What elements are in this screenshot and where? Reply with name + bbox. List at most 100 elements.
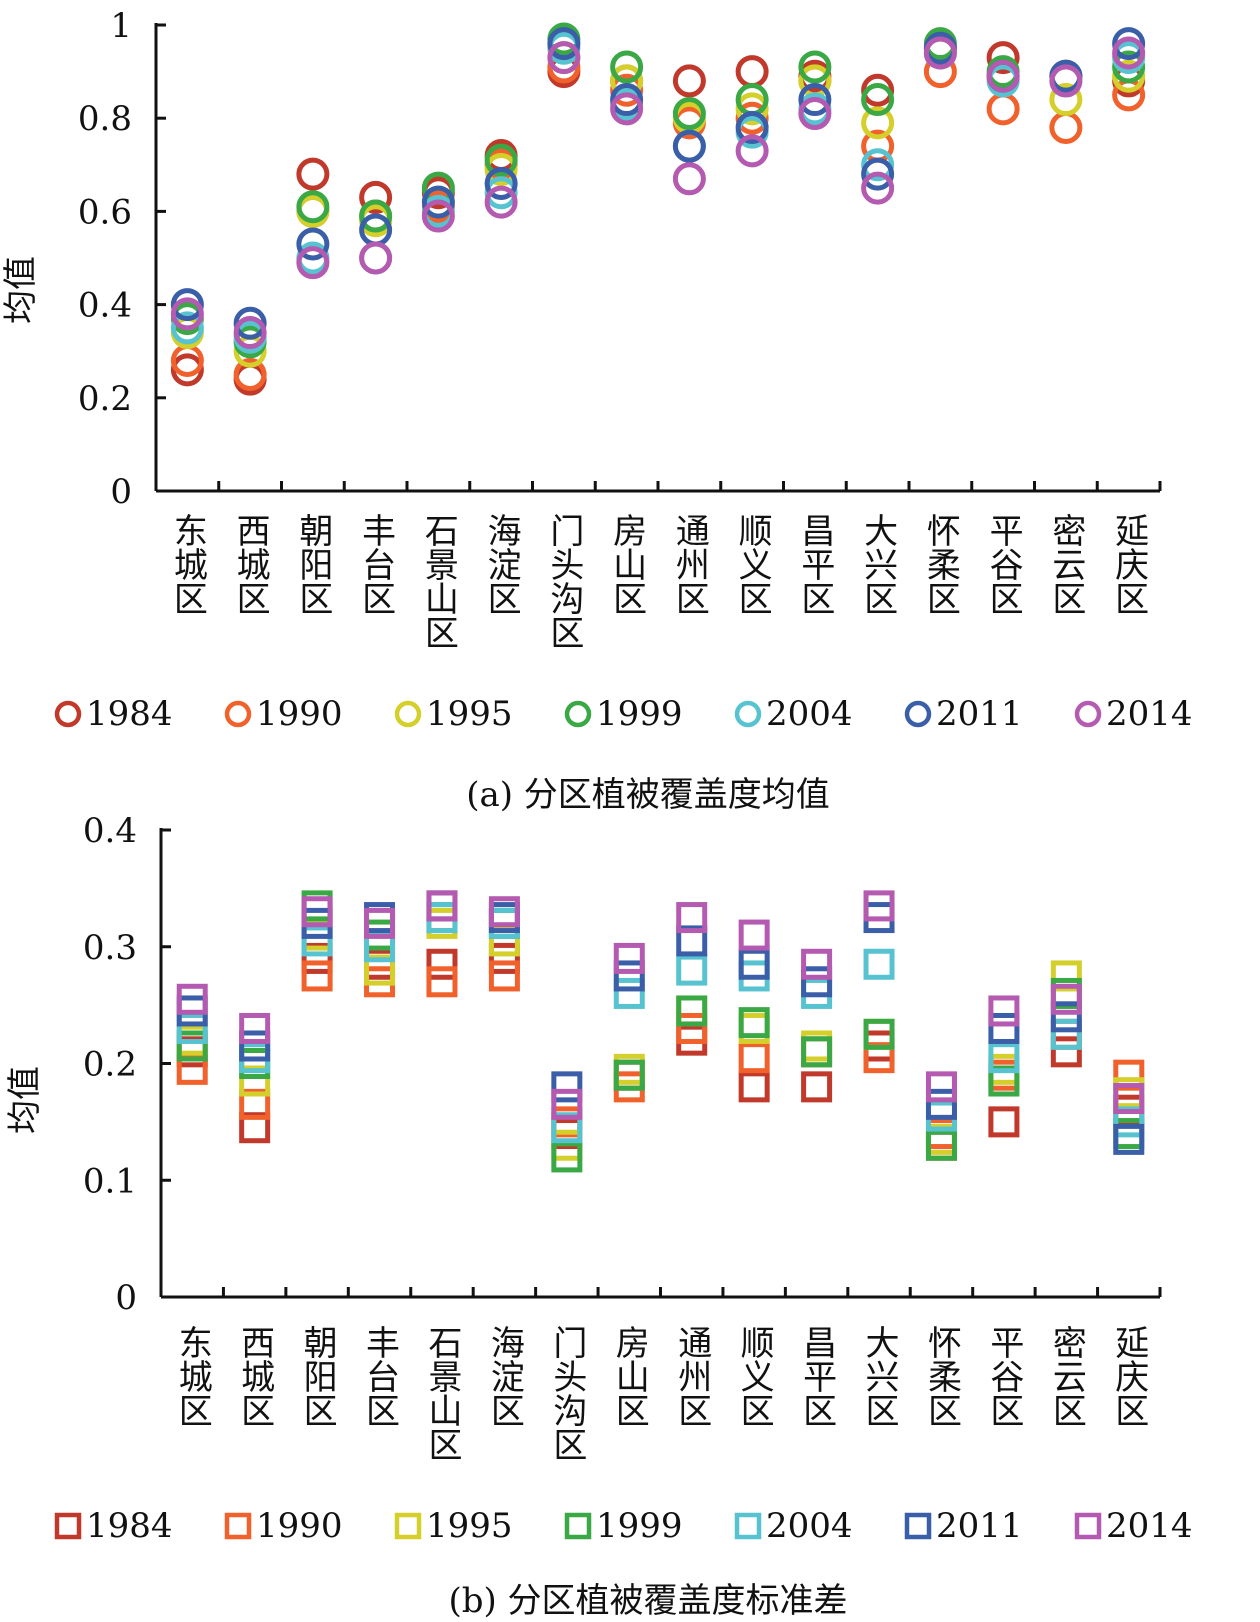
data-point-2014 (676, 902, 708, 934)
x-category-label: 昌平区 (797, 1325, 837, 1427)
x-category-label: 延庆区 (1109, 1325, 1149, 1427)
data-point-1999 (798, 50, 832, 84)
x-category-label: 丰台区 (356, 513, 396, 615)
x-category-label: 石景山区 (418, 513, 458, 649)
data-point-1990 (233, 358, 267, 391)
x-category-label: 房山区 (609, 1325, 649, 1427)
data-point-1990 (239, 1088, 271, 1120)
caption-b: (b) 分区植被覆盖度标准差 (448, 1581, 847, 1621)
data-point-1999 (613, 1059, 645, 1091)
x-category-label: 东城区 (167, 513, 207, 615)
x-category-label: 怀柔区 (920, 513, 960, 615)
legend-marker-1999 (564, 1512, 592, 1540)
x-category-label: 房山区 (607, 513, 647, 615)
y-tick-label: 0 (110, 472, 132, 512)
data-point-1990 (735, 101, 769, 135)
data-point-2014 (484, 185, 518, 219)
x-category-label: 大兴区 (859, 1325, 899, 1427)
data-point-1999 (1112, 50, 1146, 84)
legend-label: 2011 (936, 1506, 1023, 1546)
data-point-1999 (861, 83, 895, 117)
y-axis-title: 均值 (5, 1066, 45, 1134)
data-point-2011 (610, 83, 644, 117)
data-point-2011 (676, 925, 708, 957)
data-point-1999 (610, 50, 644, 84)
data-point-1990 (488, 960, 520, 992)
x-category-label: 大兴区 (858, 513, 898, 615)
data-point-1995 (364, 954, 396, 986)
data-point-1995 (1049, 83, 1083, 117)
data-point-1984 (301, 942, 333, 974)
data-point-2014 (801, 948, 833, 980)
legend-label: 2004 (766, 694, 853, 734)
data-point-2011 (484, 166, 518, 200)
data-point-2004 (551, 1112, 583, 1144)
data-point-1984 (986, 41, 1020, 75)
legend-marker-1995 (394, 1512, 422, 1540)
x-category-label: 门头沟区 (544, 513, 584, 649)
y-tick-label: 0.2 (83, 1045, 137, 1085)
data-point-2014 (863, 890, 895, 922)
data-point-2014 (672, 162, 706, 196)
data-point-2011 (421, 185, 455, 219)
data-point-1984 (988, 1106, 1020, 1138)
data-point-1990 (1113, 1059, 1145, 1091)
data-point-1999 (551, 1141, 583, 1173)
data-point-1990 (610, 73, 644, 107)
legend-label: 2004 (766, 1506, 853, 1546)
data-point-2014 (359, 241, 393, 275)
data-point-2004 (676, 954, 708, 986)
x-category-label: 丰台区 (360, 1325, 400, 1427)
data-point-2014 (735, 134, 769, 168)
y-tick-label: 0.2 (78, 379, 132, 419)
data-point-2004 (861, 148, 895, 182)
legend-label: 2014 (1106, 1506, 1193, 1546)
data-point-1990 (426, 966, 458, 998)
legend-marker-2014 (1074, 700, 1102, 728)
legend-label: 1999 (596, 694, 683, 734)
data-point-2004 (1113, 1106, 1145, 1138)
data-point-1984 (861, 73, 895, 107)
x-category-label: 延庆区 (1109, 513, 1149, 615)
data-point-2014 (547, 41, 581, 75)
data-point-2004 (364, 931, 396, 963)
y-axis-title: 均值 (1, 256, 41, 324)
data-point-1984 (735, 55, 769, 89)
data-point-2011 (798, 83, 832, 117)
data-point-2014 (239, 1012, 271, 1044)
data-point-2014 (1049, 64, 1083, 98)
x-category-label: 东城区 (172, 1325, 212, 1427)
data-point-2011 (1050, 1001, 1082, 1033)
data-point-2014 (1050, 983, 1082, 1015)
data-point-1990 (986, 92, 1020, 126)
legend-marker-1995 (394, 700, 422, 728)
data-point-2014 (170, 297, 204, 331)
data-point-1984 (738, 1071, 770, 1103)
data-point-1999 (484, 143, 518, 177)
data-point-1999 (676, 995, 708, 1027)
data-point-2011 (672, 129, 706, 163)
caption-a: (a) 分区植被覆盖度均值 (466, 775, 830, 815)
data-point-1984 (488, 942, 520, 974)
data-point-2011 (735, 111, 769, 145)
legend-label: 1990 (256, 694, 343, 734)
legend-label: 1990 (256, 1506, 343, 1546)
data-point-1984 (1050, 1036, 1082, 1068)
data-point-2014 (1113, 1083, 1145, 1115)
data-point-2004 (988, 1042, 1020, 1074)
data-point-2011 (296, 227, 330, 261)
data-point-1990 (176, 1053, 208, 1085)
data-point-2011 (613, 960, 645, 992)
data-point-2004 (484, 176, 518, 210)
x-category-label: 海淀区 (484, 1325, 524, 1427)
data-point-1999 (988, 1065, 1020, 1097)
data-point-1990 (863, 1042, 895, 1074)
data-point-1990 (1050, 1018, 1082, 1050)
data-point-2014 (925, 1071, 957, 1103)
y-tick-label: 0.1 (83, 1161, 137, 1201)
x-category-label: 朝阳区 (293, 513, 333, 615)
data-point-2014 (426, 890, 458, 922)
data-point-2004 (176, 1012, 208, 1044)
data-point-1984 (359, 180, 393, 214)
y-tick-label: 0.8 (78, 99, 132, 139)
